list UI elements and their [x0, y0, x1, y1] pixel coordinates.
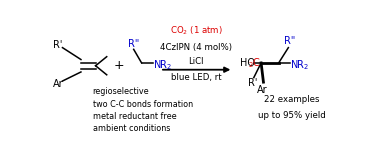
Text: up to 95% yield: up to 95% yield	[258, 111, 326, 120]
Text: +: +	[114, 59, 124, 72]
Text: metal reductant free: metal reductant free	[93, 112, 176, 121]
Text: R': R'	[53, 40, 62, 50]
Text: HO: HO	[240, 58, 255, 68]
Text: NR$_2$: NR$_2$	[290, 58, 310, 71]
Text: Ar: Ar	[257, 85, 267, 95]
Text: LiCl: LiCl	[188, 57, 204, 66]
Text: 4CzIPN (4 mol%): 4CzIPN (4 mol%)	[160, 43, 232, 52]
Text: R": R"	[127, 39, 139, 49]
Text: R": R"	[284, 36, 295, 46]
Text: blue LED, rt: blue LED, rt	[171, 73, 222, 82]
Text: Ar: Ar	[53, 79, 63, 89]
Text: ambient conditions: ambient conditions	[93, 124, 170, 133]
Text: R': R'	[248, 78, 257, 88]
Text: CO$_2$ (1 atm): CO$_2$ (1 atm)	[170, 25, 223, 37]
Text: two C-C bonds formation: two C-C bonds formation	[93, 100, 193, 109]
Text: NR$_2$: NR$_2$	[153, 58, 172, 71]
Text: 22 examples: 22 examples	[264, 95, 320, 104]
Text: regioselective: regioselective	[93, 87, 149, 96]
Text: $_2$C: $_2$C	[248, 56, 261, 70]
